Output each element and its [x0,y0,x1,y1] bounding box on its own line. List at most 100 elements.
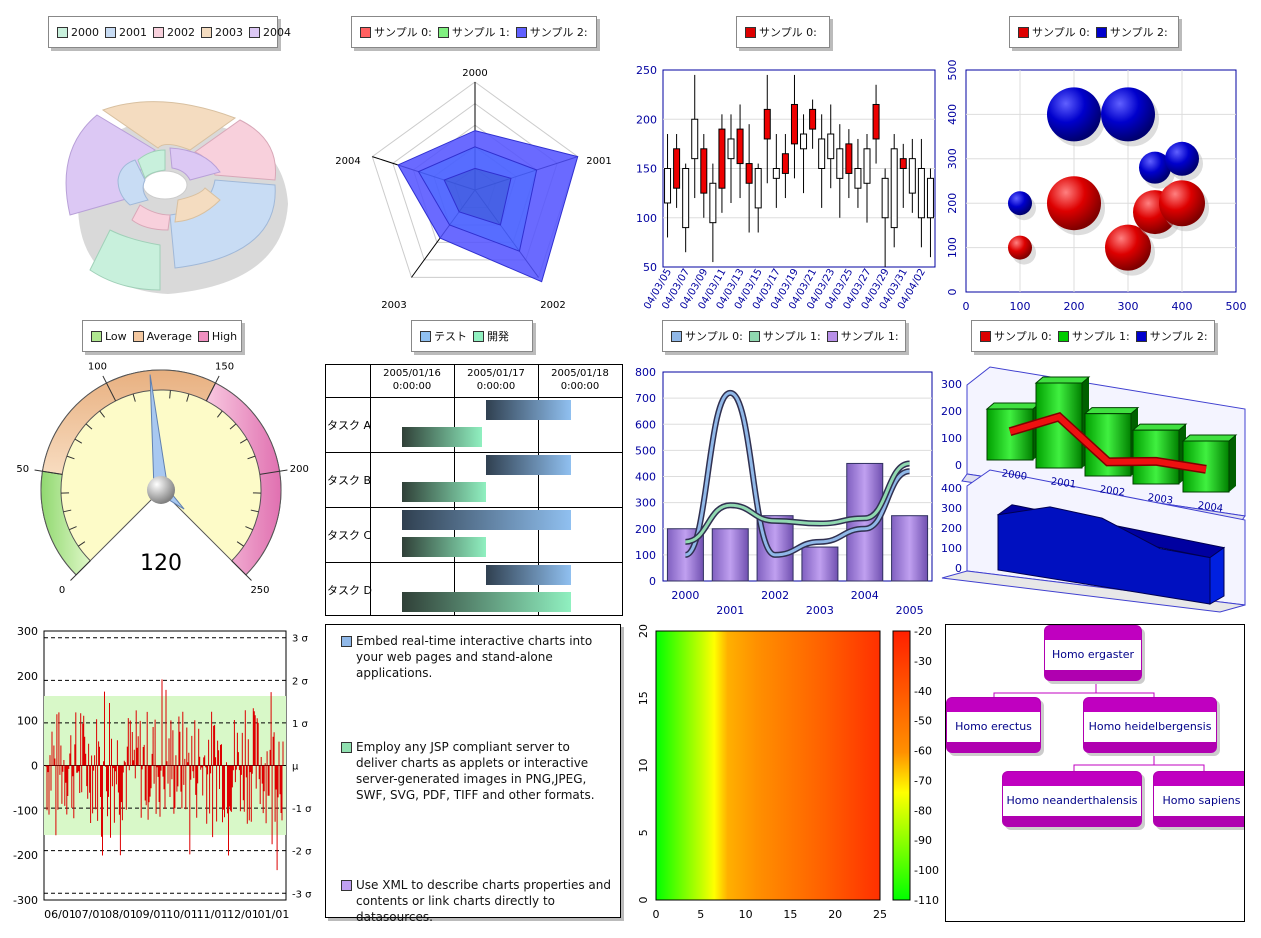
candle-body [818,138,826,169]
tree-node-homo-erectus[interactable]: Homo erectus [946,697,1041,753]
bar3d-x-tick: 2003 [1147,492,1174,506]
legend-item: 2003 [201,26,243,39]
gauge-chart: 0 50 100 150 200 250 120 [16,361,308,596]
candle-body [899,158,907,169]
ring-inner-2000 [137,149,166,179]
heatmap-x-tick: 15 [783,908,797,921]
gantt-header: 2005/01/18 0:00:00 [551,368,609,392]
gauge-tick [216,410,223,418]
radar-axis-label: 2001 [586,156,611,167]
heatmap-y-tick: 5 [637,829,650,836]
legend-label: サンプル 0: [759,26,817,39]
candle-body [926,177,934,219]
gauge-tick [239,438,248,444]
tree-diagram: Homo ergaster Homo erectus Homo heidelbe… [945,624,1245,922]
gauge-tick [259,469,288,475]
feature-swatch [341,742,352,753]
gantt-task-label: タスク B [327,474,372,487]
bar3d-area [997,506,1211,605]
legend-item: Average [132,330,192,343]
legend-label: サンプル 0: [374,26,432,39]
legend-item: サンプル 1: [748,328,821,344]
heatmap-scale-tick: -50 [914,715,932,728]
tree-node-homo-sapiens[interactable]: Homo sapiens [1153,771,1244,827]
tree-node-homo-ergaster[interactable]: Homo ergaster [1044,625,1142,681]
bar3d-y-tick: 100 [941,542,962,555]
candle-body [836,148,844,179]
heatmap-x-tick: 10 [739,908,753,921]
legend-swatch [745,26,756,38]
gauge-hub [147,476,175,504]
candle-body [763,108,771,140]
bar3d-bar-top [985,402,1042,410]
heatmap-x-tick: 25 [873,908,887,921]
legend-label: 開発 [487,330,509,343]
candle-body [727,138,735,160]
candle-body [718,128,726,189]
radar-axis-label: 2000 [462,68,487,79]
control-sigma-label: 3 σ [292,634,309,645]
bar3d-bar-top [1131,423,1188,431]
bar3d-y-tick: 200 [941,405,962,418]
control-y-tick: 0 [31,760,38,773]
gauge-tick-label: 150 [215,361,234,372]
legend-label: サンプル 2: [1149,330,1208,343]
combo-bar [891,515,929,582]
ring-chart [65,101,288,294]
bar3d-chart: 300 200 100 0 400 300 200 100 0 2000 2001 2002 2003 2… [941,366,1246,613]
candle-body [800,133,808,150]
feature-item: Use XML to describe charts properties an… [341,877,612,925]
candle-body [709,182,717,224]
bar3d-bar-top [1083,407,1140,415]
legend-label: テスト [434,330,467,343]
tree-node-homo-neanderthalensis[interactable]: Homo neanderthalensis [1002,771,1142,827]
combo-chart: 800 700 600 500 400 300 200 100 0 2000 2002 2004 200… [635,366,933,617]
candle-y-tick: 200 [636,113,657,126]
legend-label: サンプル 0: [1032,26,1090,39]
legend-label: 2002 [167,25,195,39]
ring-slice-2003 [101,101,237,151]
gantt-bar [486,400,571,420]
radar-axis-label: 2004 [335,156,360,167]
combo-y-tick: 400 [635,471,656,484]
combo-y-tick: 600 [635,418,656,431]
control-sigma-label: -3 σ [292,889,312,900]
combo-x-tick: 2003 [806,604,834,617]
candle-body [872,103,880,140]
bar3d-y-tick: 300 [941,378,962,391]
candle-body [863,148,871,184]
gantt-row-rule [326,562,622,563]
legend-item: サンプル 0: [980,328,1052,344]
radar-series [443,167,512,226]
gantt-chart: 2005/01/16 0:00:00 2005/01/17 0:00:00 2005… [325,364,623,616]
gauge-tick [74,438,83,444]
gantt-header: 2005/01/16 0:00:00 [383,368,441,392]
gauge-tick [70,560,91,581]
bubble-y-tick: 0 [946,289,959,296]
ring-inner-2003 [174,187,221,223]
bubble-x-tick: 100 [1010,300,1031,313]
tree-link [1073,753,1155,771]
bar3d-y-tick: 0 [955,562,962,575]
candle-body [664,168,672,204]
gantt-legend: テスト 開発 [411,320,533,352]
legend-item: サンプル 0: [671,328,743,344]
control-x-tick: 07/01 [75,908,107,921]
control-sigma-label: μ [292,762,299,773]
bubble [1165,141,1199,176]
legend-label: 2000 [71,25,99,39]
bar3d-y-tick: 300 [941,502,962,515]
control-x-tick: 09/01 [136,908,168,921]
legend-item: サンプル 0: [745,24,817,40]
gantt-row-rule [326,452,622,453]
bar3d-line [1009,413,1207,473]
legend-swatch [249,26,260,38]
tree-node-homo-heidelbergensis[interactable]: Homo heidelbergensis [1083,697,1217,753]
bubble-y-tick: 100 [946,237,959,258]
control-x-tick: 01/01 [258,908,290,921]
legend-swatch [1057,330,1069,342]
gauge-tick [205,375,220,402]
bar3d-y-tick: 200 [941,522,962,535]
bubble-x-tick: 400 [1172,300,1193,313]
legend-item: 2004 [249,26,291,39]
